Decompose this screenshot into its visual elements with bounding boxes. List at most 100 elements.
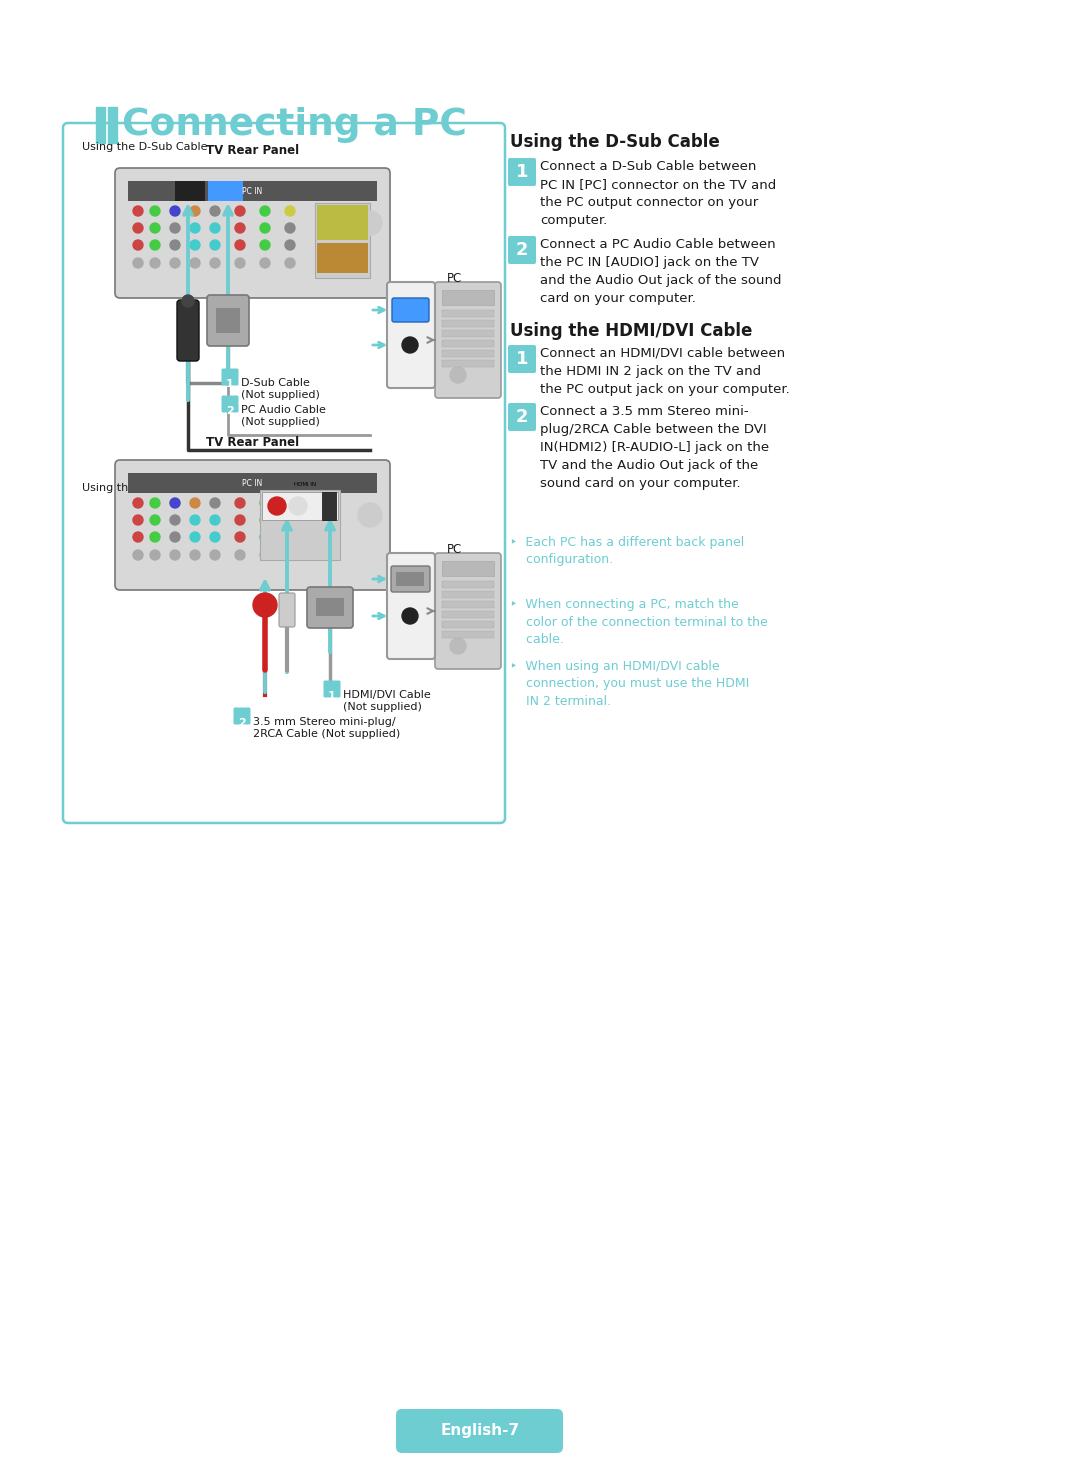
Text: HDMI IN: HDMI IN (294, 482, 316, 488)
Text: Using the D-Sub Cable: Using the D-Sub Cable (82, 142, 207, 153)
Circle shape (133, 498, 143, 508)
Circle shape (285, 498, 295, 508)
Circle shape (133, 532, 143, 542)
Circle shape (150, 222, 160, 233)
Text: ‣  Each PC has a different back panel
    configuration.: ‣ Each PC has a different back panel con… (510, 536, 744, 566)
Circle shape (210, 532, 220, 542)
FancyBboxPatch shape (508, 236, 536, 264)
Circle shape (170, 206, 180, 216)
Bar (442, 290, 494, 305)
Circle shape (170, 550, 180, 560)
Circle shape (235, 550, 245, 560)
Bar (442, 602, 494, 608)
Bar (315, 203, 370, 279)
Text: 2: 2 (516, 408, 528, 425)
Bar (129, 181, 377, 202)
Text: Connecting a PC: Connecting a PC (122, 107, 467, 142)
FancyBboxPatch shape (307, 587, 353, 628)
Circle shape (190, 222, 200, 233)
Text: TV Rear Panel: TV Rear Panel (206, 144, 299, 157)
Text: PC Audio Cable
(Not supplied): PC Audio Cable (Not supplied) (241, 405, 326, 427)
Bar (442, 320, 494, 328)
Circle shape (260, 516, 270, 525)
Text: PC IN: PC IN (242, 187, 262, 196)
Text: D-Sub Cable
(Not supplied): D-Sub Cable (Not supplied) (241, 378, 320, 400)
Circle shape (170, 516, 180, 525)
Bar (442, 611, 494, 618)
Circle shape (235, 498, 245, 508)
Bar (96, 107, 105, 142)
Circle shape (133, 258, 143, 268)
Bar (322, 492, 336, 520)
Text: 2: 2 (238, 717, 246, 728)
FancyBboxPatch shape (279, 593, 295, 627)
Circle shape (183, 295, 194, 307)
FancyBboxPatch shape (508, 159, 536, 187)
Text: 2: 2 (516, 242, 528, 259)
FancyBboxPatch shape (508, 403, 536, 431)
Circle shape (402, 336, 418, 353)
Circle shape (170, 258, 180, 268)
Circle shape (150, 516, 160, 525)
Bar (442, 591, 494, 599)
Bar (129, 473, 377, 494)
Circle shape (150, 550, 160, 560)
Text: PC: PC (447, 273, 462, 285)
Text: PC IN: PC IN (242, 479, 262, 488)
Circle shape (190, 516, 200, 525)
Text: ‣  When connecting a PC, match the
    color of the connection terminal to the
 : ‣ When connecting a PC, match the color … (510, 599, 768, 646)
FancyBboxPatch shape (396, 1409, 563, 1452)
FancyBboxPatch shape (221, 369, 239, 385)
Circle shape (285, 258, 295, 268)
Circle shape (150, 498, 160, 508)
Circle shape (260, 550, 270, 560)
Circle shape (210, 222, 220, 233)
Text: ‣  When using an HDMI/DVI cable
    connection, you must use the HDMI
    IN 2 t: ‣ When using an HDMI/DVI cable connectio… (510, 659, 750, 708)
Circle shape (190, 240, 200, 250)
FancyBboxPatch shape (391, 566, 430, 591)
Circle shape (285, 206, 295, 216)
Circle shape (190, 550, 200, 560)
Circle shape (235, 206, 245, 216)
Circle shape (235, 532, 245, 542)
Circle shape (450, 368, 465, 382)
FancyBboxPatch shape (114, 167, 390, 298)
Text: Connect an HDMI/DVI cable between
the HDMI IN 2 jack on the TV and
the PC output: Connect an HDMI/DVI cable between the HD… (540, 347, 789, 396)
Circle shape (285, 240, 295, 250)
Text: Using the HDMI/DVI Cable: Using the HDMI/DVI Cable (82, 483, 227, 494)
FancyBboxPatch shape (207, 295, 249, 345)
Circle shape (133, 550, 143, 560)
Circle shape (133, 240, 143, 250)
Circle shape (133, 222, 143, 233)
FancyBboxPatch shape (435, 553, 501, 668)
FancyBboxPatch shape (324, 680, 340, 698)
Circle shape (210, 550, 220, 560)
Circle shape (235, 222, 245, 233)
Bar (318, 205, 368, 240)
Bar (442, 350, 494, 357)
Circle shape (210, 498, 220, 508)
Bar (442, 562, 494, 576)
Bar (396, 572, 424, 585)
Bar (260, 491, 340, 560)
Text: TV Rear Panel: TV Rear Panel (206, 436, 299, 449)
FancyBboxPatch shape (387, 282, 435, 388)
Circle shape (235, 240, 245, 250)
Circle shape (357, 502, 382, 528)
Text: 2: 2 (226, 406, 234, 416)
Bar (442, 631, 494, 637)
Circle shape (190, 206, 200, 216)
Circle shape (357, 210, 382, 236)
Circle shape (260, 498, 270, 508)
Text: 1: 1 (328, 691, 336, 701)
Circle shape (260, 240, 270, 250)
Circle shape (190, 498, 200, 508)
Bar (442, 339, 494, 347)
FancyBboxPatch shape (387, 553, 435, 659)
Text: 1: 1 (516, 350, 528, 368)
Circle shape (268, 496, 286, 516)
Circle shape (402, 608, 418, 624)
Circle shape (150, 532, 160, 542)
Bar (442, 360, 494, 368)
Circle shape (260, 222, 270, 233)
